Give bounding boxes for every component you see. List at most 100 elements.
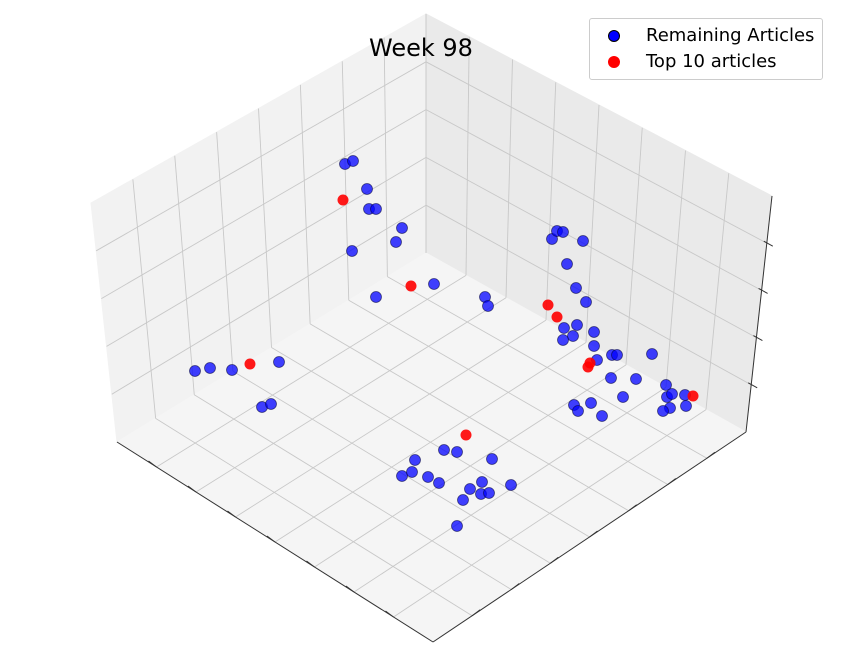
point-remaining-article xyxy=(457,494,469,506)
point-remaining-article xyxy=(617,391,629,403)
point-remaining-article xyxy=(370,203,382,215)
point-top-10-article xyxy=(244,358,256,370)
gridline-left-vertical xyxy=(132,179,157,419)
point-remaining-article xyxy=(505,479,517,491)
legend: Remaining Articles Top 10 articles xyxy=(589,18,823,80)
gridline-floor-b xyxy=(274,342,587,543)
y-tick xyxy=(589,530,598,538)
point-remaining-article xyxy=(482,300,494,312)
point-remaining-article xyxy=(567,330,579,342)
point-remaining-article xyxy=(409,454,421,466)
x-tick xyxy=(187,485,197,493)
point-remaining-article xyxy=(660,379,672,391)
point-remaining-article xyxy=(657,405,669,417)
x-tick xyxy=(227,510,236,518)
gridline-right-vertical xyxy=(665,150,686,388)
point-remaining-article xyxy=(666,388,678,400)
point-top-10-article xyxy=(551,311,563,323)
point-remaining-article xyxy=(451,446,463,458)
point-top-10-article xyxy=(405,280,417,292)
point-remaining-article xyxy=(557,334,569,346)
gridline-right-horizontal xyxy=(425,109,762,291)
x-tick xyxy=(266,535,276,543)
y-tick xyxy=(510,583,520,590)
axis-panes xyxy=(90,13,773,643)
z-tick xyxy=(763,240,774,247)
point-remaining-article xyxy=(346,245,358,257)
z-axis-line xyxy=(745,195,773,433)
point-remaining-article xyxy=(451,520,463,532)
point-remaining-article xyxy=(486,453,498,465)
point-remaining-article xyxy=(558,322,570,334)
point-top-10-article xyxy=(542,299,554,311)
gridline-right-horizontal xyxy=(425,157,757,338)
point-remaining-article xyxy=(370,291,382,303)
gridline-left-vertical xyxy=(341,61,350,301)
point-remaining-article xyxy=(226,364,238,376)
gridline-right-vertical xyxy=(625,127,643,365)
point-remaining-article xyxy=(428,278,440,290)
y-tick xyxy=(667,478,677,485)
gridline-left-horizontal xyxy=(101,109,427,299)
point-remaining-article xyxy=(396,470,408,482)
z-tick xyxy=(758,287,768,294)
gridline-left-vertical xyxy=(258,108,272,348)
gridline-left-vertical xyxy=(174,155,195,395)
axis-ticks xyxy=(116,195,774,643)
point-remaining-article xyxy=(273,356,285,368)
point-remaining-article xyxy=(588,326,600,338)
gridline-left-horizontal xyxy=(111,204,427,395)
y-tick xyxy=(550,556,559,564)
point-remaining-article xyxy=(361,183,373,195)
point-remaining-article xyxy=(396,222,408,234)
point-remaining-article xyxy=(464,483,476,495)
gridline-floor-b xyxy=(314,364,627,568)
legend-marker-remaining xyxy=(608,30,620,42)
legend-label-top10: Top 10 articles xyxy=(646,51,777,72)
point-remaining-article xyxy=(596,410,608,422)
x-tick xyxy=(385,610,394,618)
data-points xyxy=(189,155,699,532)
point-remaining-article xyxy=(265,398,277,410)
gridline-left-vertical xyxy=(299,84,311,324)
point-top-10-article xyxy=(687,390,699,402)
point-remaining-article xyxy=(630,373,642,385)
gridline-floor-a xyxy=(155,417,473,617)
legend-marker-top10 xyxy=(608,56,620,68)
point-top-10-article xyxy=(337,194,349,206)
gridline-left-horizontal xyxy=(95,61,427,252)
gridline-floor-a xyxy=(194,394,512,590)
point-remaining-article xyxy=(438,444,450,456)
point-remaining-article xyxy=(680,400,692,412)
gridline-right-horizontal xyxy=(425,204,752,386)
z-tick xyxy=(747,382,758,389)
gridline-right-vertical xyxy=(465,36,470,276)
point-remaining-article xyxy=(571,319,583,331)
z-tick xyxy=(753,335,763,342)
point-remaining-article xyxy=(557,226,569,238)
point-remaining-article xyxy=(204,362,216,374)
point-remaining-article xyxy=(433,477,445,489)
point-top-10-article xyxy=(584,357,596,369)
x-tick xyxy=(306,560,315,568)
point-top-10-article xyxy=(460,429,472,441)
point-remaining-article xyxy=(585,397,597,409)
y-tick xyxy=(628,504,637,512)
point-remaining-article xyxy=(577,235,589,247)
gridline-floor-b xyxy=(393,409,707,618)
point-remaining-article xyxy=(611,349,623,361)
gridline-right-vertical xyxy=(705,173,730,410)
point-remaining-article xyxy=(605,372,617,384)
gridline-floor-a xyxy=(232,370,551,564)
gridline-left-vertical xyxy=(383,37,388,277)
point-remaining-article xyxy=(646,348,658,360)
legend-label-remaining: Remaining Articles xyxy=(646,25,815,46)
point-remaining-article xyxy=(406,466,418,478)
x-tick xyxy=(345,585,355,593)
point-remaining-article xyxy=(580,296,592,308)
point-remaining-article xyxy=(347,155,359,167)
y-tick xyxy=(706,451,716,459)
point-remaining-article xyxy=(570,282,582,294)
gridline-right-horizontal xyxy=(425,61,768,244)
